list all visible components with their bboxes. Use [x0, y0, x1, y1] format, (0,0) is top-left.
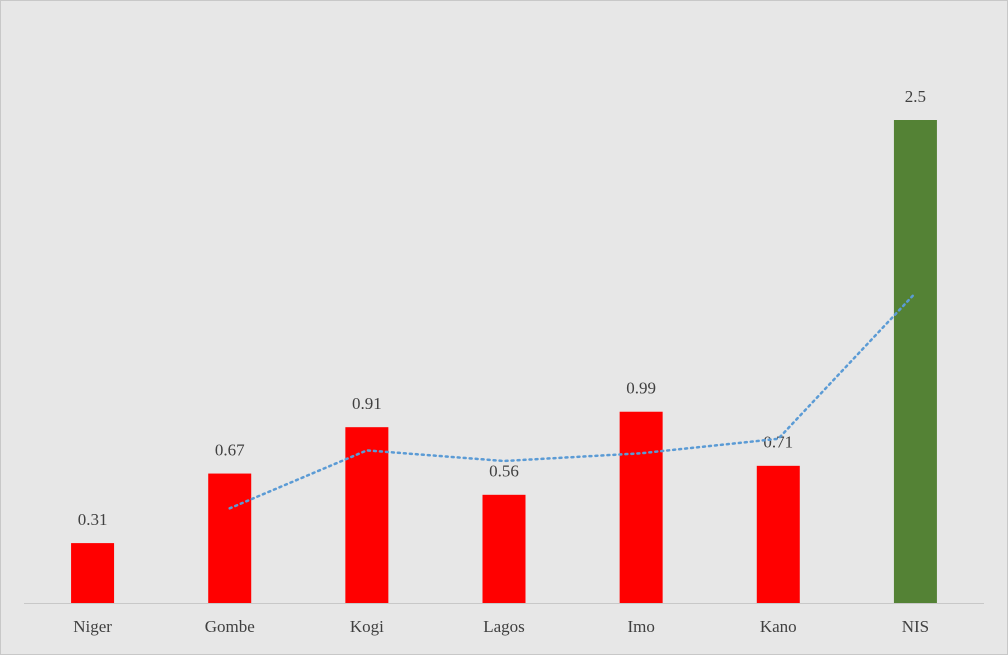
bar [71, 543, 115, 603]
x-tick-label: Kogi [350, 617, 384, 636]
bar [208, 473, 252, 603]
x-tick-label: NIS [902, 617, 929, 636]
data-label: 0.71 [763, 433, 793, 452]
x-tick-label: Kano [760, 617, 797, 636]
trendline [228, 291, 917, 510]
data-label: 0.91 [352, 394, 382, 413]
bar [893, 120, 937, 603]
data-label: 0.56 [489, 462, 519, 481]
x-tick-label: Imo [627, 617, 654, 636]
x-tick-label: Niger [73, 617, 112, 636]
bar [345, 427, 389, 603]
bar [756, 465, 800, 603]
data-label: 0.99 [626, 379, 656, 398]
data-label: 0.67 [215, 440, 245, 459]
x-tick-label: Gombe [205, 617, 255, 636]
bar [482, 494, 526, 603]
bar [619, 411, 663, 603]
data-label: 0.31 [78, 510, 108, 529]
data-label: 2.5 [905, 87, 926, 106]
x-tick-label: Lagos [483, 617, 525, 636]
